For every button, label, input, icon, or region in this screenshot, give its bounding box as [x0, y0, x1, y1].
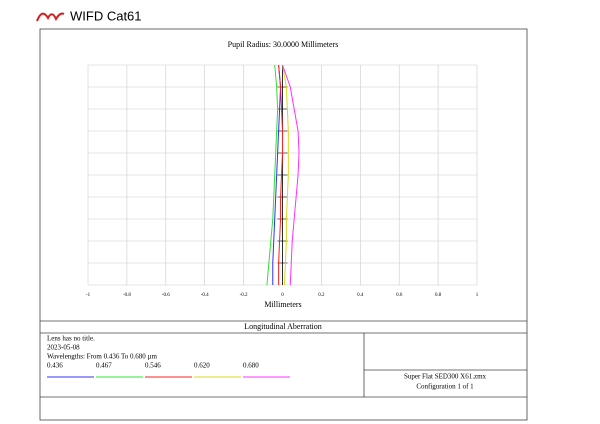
- lens-title: Lens has no title.: [47, 335, 95, 343]
- aberration-curve: [282, 64, 300, 286]
- configuration: Configuration 1 of 1: [416, 383, 474, 391]
- aberration-curve: [272, 64, 282, 285]
- x-tick-label: -0.2: [240, 293, 248, 298]
- legend-label: 0.546: [145, 362, 161, 370]
- logo-mark: [36, 12, 65, 22]
- date: 2023-05-08: [47, 344, 80, 352]
- x-tick-label: 0.4: [357, 293, 364, 298]
- x-axis-label: Millimeters: [264, 300, 301, 309]
- x-tick-label: -0.6: [162, 293, 170, 298]
- aberration-curve: [282, 64, 289, 286]
- x-tick-label: -0.4: [201, 293, 209, 298]
- legend-label: 0.436: [47, 362, 63, 370]
- legend-label: 0.620: [194, 362, 210, 370]
- x-tick-label: 1: [476, 293, 479, 298]
- x-tick-label: -0.8: [123, 293, 131, 298]
- chart-title: Pupil Radius: 30.0000 Millimeters: [228, 40, 339, 49]
- x-tick-label: 0.8: [435, 293, 442, 298]
- frame: [39, 28, 528, 421]
- x-tick-label: 0.6: [396, 293, 403, 298]
- aberration-curve: [266, 64, 279, 286]
- x-tick-label: 0.2: [318, 293, 325, 298]
- x-tick-label: 0: [281, 293, 284, 298]
- file-name: Super Flat SED300 X61.zmx: [404, 373, 487, 381]
- legend-label: 0.680: [243, 362, 259, 370]
- aberration-curve: [278, 64, 283, 285]
- legend-label: 0.467: [96, 362, 112, 370]
- x-tick-label: -1: [86, 293, 91, 298]
- wavelengths: Wavelengths: From 0.436 To 0.680 µm: [47, 353, 158, 361]
- logo-text: WIFD Cat61: [70, 8, 142, 23]
- caption: Longitudinal Aberration: [244, 322, 322, 331]
